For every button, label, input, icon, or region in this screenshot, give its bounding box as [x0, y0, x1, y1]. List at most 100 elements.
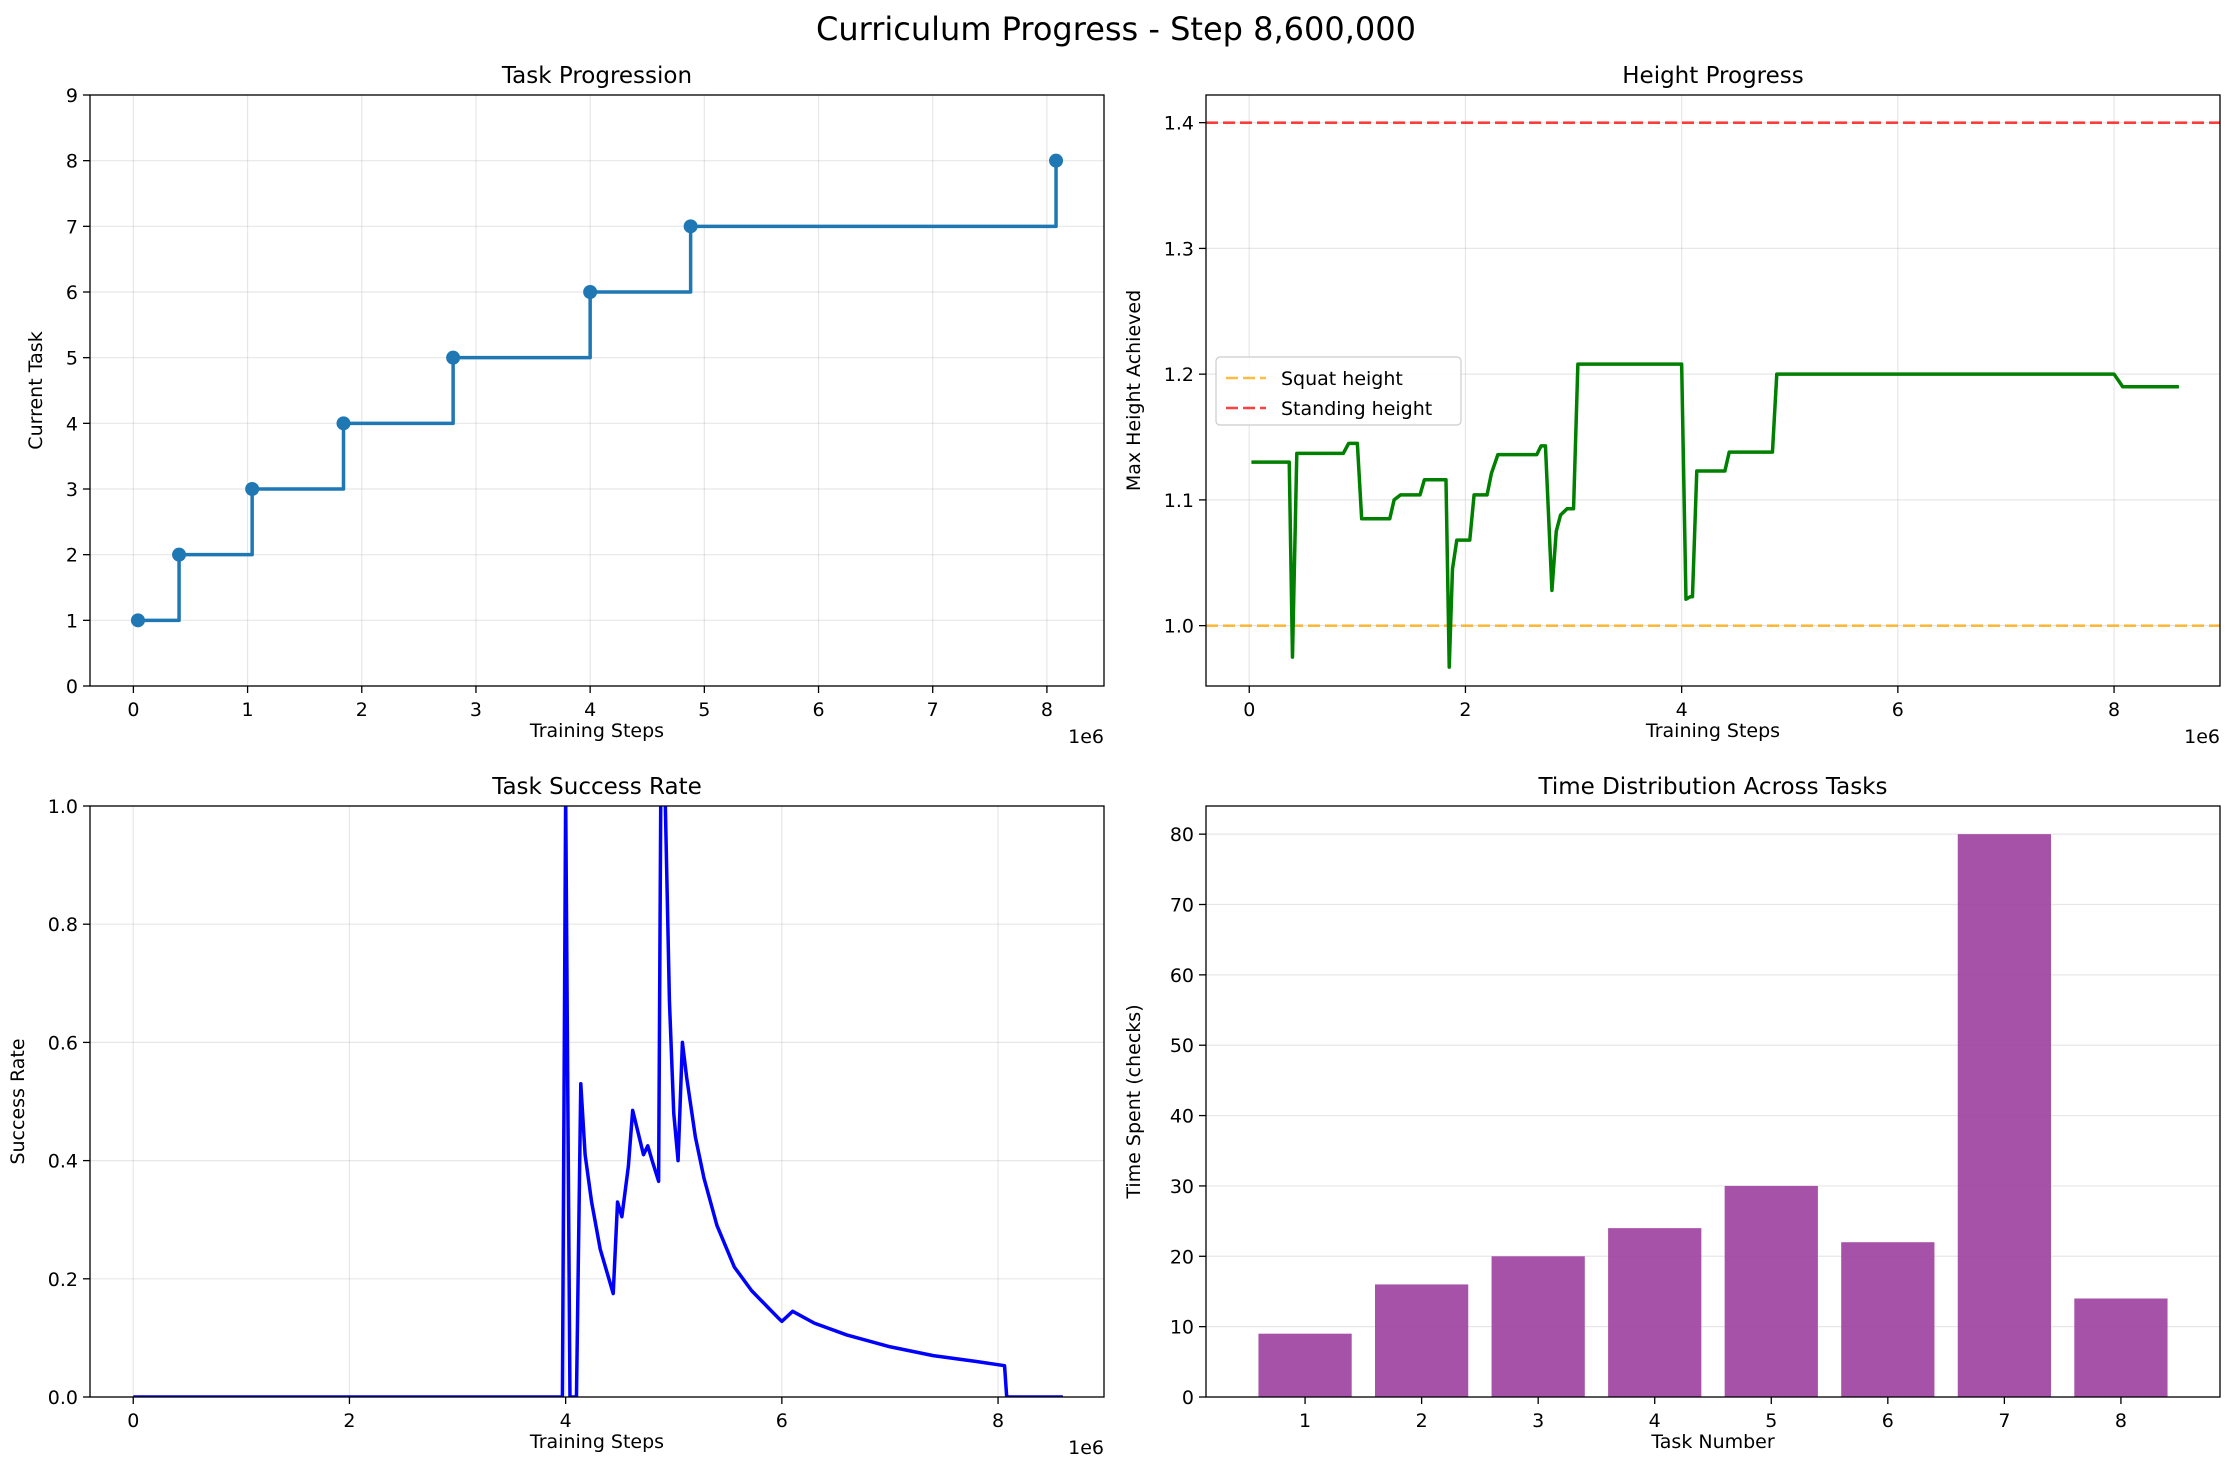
x-tick-label: 6 — [776, 1410, 788, 1432]
ticks-task: 0 1 2 3 4 5 6 7 8 0 1 2 3 4 5 6 7 8 9 1e6 — [66, 85, 1104, 748]
y-tick-label: 1.2 — [1164, 364, 1194, 386]
ticks-height: 0 2 4 6 8 1.0 1.1 1.2 1.3 1.4 1e6 — [1164, 113, 2220, 748]
axes-frame-time — [1205, 805, 2221, 1398]
subplot-task: 0 1 2 3 4 5 6 7 8 0 1 2 3 4 5 6 7 8 9 1e6 Training Steps Curr… — [25, 63, 1105, 748]
plot-area-task — [130, 153, 1064, 628]
legend-entry: Standing height — [1281, 398, 1432, 420]
x-tick-label: 2 — [1459, 699, 1471, 721]
x-tick-label: 2 — [1416, 1410, 1428, 1432]
y-tick-label: 0.4 — [48, 1151, 78, 1173]
grid-success — [90, 805, 1104, 1398]
x-tick-label: 0 — [127, 699, 139, 721]
x-tick-label: 6 — [1892, 699, 1904, 721]
data-point — [446, 350, 461, 365]
legend: Squat height Standing height — [1215, 356, 1462, 426]
subplot-title: Task Progression — [501, 63, 692, 89]
x-tick-label: 0 — [1243, 699, 1255, 721]
data-point — [683, 219, 698, 234]
x-axis-label: Training Steps — [529, 1431, 664, 1453]
y-tick-label: 0.2 — [48, 1269, 78, 1291]
x-tick-label: 8 — [1041, 699, 1053, 721]
x-tick-label: 2 — [356, 699, 368, 721]
x-axis-label: Task Number — [1650, 1431, 1775, 1453]
x-tick-label: 7 — [1998, 1410, 2010, 1432]
series-line-success-0 — [133, 806, 1063, 1397]
y-axis-label: Max Height Achieved — [1123, 290, 1145, 491]
axes-frame-height — [1205, 94, 2221, 687]
y-tick-label: 9 — [66, 85, 78, 107]
y-tick-label: 50 — [1170, 1035, 1194, 1057]
subplot-title: Height Progress — [1622, 63, 1804, 89]
y-tick-label: 60 — [1170, 965, 1194, 987]
x-tick-label: 1 — [1299, 1410, 1311, 1432]
y-tick-label: 80 — [1170, 824, 1194, 846]
x-tick-label: 8 — [2115, 1410, 2127, 1432]
subplot-title: Task Success Rate — [491, 774, 702, 800]
ticks-success: 0 2 4 6 8 0.0 0.2 0.4 0.6 0.8 1.0 1e6 — [48, 796, 1104, 1459]
subplot-height: 0 2 4 6 8 1.0 1.1 1.2 1.3 1.4 1e6 Training Steps Max… — [1123, 63, 2221, 748]
y-tick-label: 5 — [66, 348, 78, 370]
y-tick-label: 20 — [1170, 1246, 1194, 1268]
y-tick-label: 1.0 — [1164, 616, 1194, 638]
x-tick-label: 2 — [343, 1410, 355, 1432]
y-tick-label: 1.4 — [1164, 113, 1194, 135]
plot-area-success — [133, 806, 1063, 1397]
x-tick-label: 6 — [1882, 1410, 1894, 1432]
y-tick-label: 0 — [1182, 1387, 1194, 1409]
bar-task-7 — [1957, 834, 2051, 1397]
y-tick-label: 1.0 — [48, 796, 78, 818]
x-tick-label: 1 — [242, 699, 254, 721]
bar-task-4 — [1608, 1228, 1702, 1397]
legend-entry: Squat height — [1281, 368, 1403, 390]
y-tick-label: 10 — [1170, 1317, 1194, 1339]
x-tick-label: 5 — [1765, 1410, 1777, 1432]
data-point — [172, 547, 187, 562]
x-tick-label: 7 — [927, 699, 939, 721]
x-offset-label: 1e6 — [1068, 1437, 1104, 1459]
y-tick-label: 6 — [66, 282, 78, 304]
bar-task-2 — [1375, 1284, 1469, 1397]
y-tick-label: 7 — [66, 216, 78, 238]
subplot-title: Time Distribution Across Tasks — [1538, 774, 1888, 800]
x-offset-label: 1e6 — [2184, 726, 2220, 748]
x-axis-label: Training Steps — [529, 720, 664, 742]
x-tick-label: 3 — [1532, 1410, 1544, 1432]
x-axis-label: Training Steps — [1645, 720, 1780, 742]
y-tick-label: 0 — [66, 676, 78, 698]
y-tick-label: 30 — [1170, 1176, 1194, 1198]
series-line-task-0 — [137, 160, 1058, 623]
axes-frame-task — [89, 94, 1105, 687]
bar-task-3 — [1491, 1256, 1585, 1397]
y-tick-label: 1.3 — [1164, 238, 1194, 260]
x-tick-label: 4 — [1676, 699, 1688, 721]
data-point — [1049, 153, 1064, 168]
y-axis-label: Time Spent (checks) — [1123, 1004, 1145, 1199]
data-point — [583, 285, 598, 299]
bar-task-5 — [1724, 1185, 1818, 1397]
x-tick-label: 4 — [1649, 1410, 1661, 1432]
x-tick-label: 0 — [127, 1410, 139, 1432]
y-tick-label: 0.0 — [48, 1387, 78, 1409]
x-tick-label: 6 — [812, 699, 824, 721]
y-tick-label: 8 — [66, 151, 78, 173]
x-tick-label: 5 — [698, 699, 710, 721]
y-tick-label: 1.1 — [1164, 490, 1194, 512]
x-offset-label: 1e6 — [1068, 726, 1104, 748]
plot-area-time — [1258, 834, 2168, 1397]
y-axis-label: Success Rate — [7, 1038, 29, 1164]
y-tick-label: 2 — [66, 545, 78, 567]
series-line-height-0 — [1251, 362, 2179, 669]
data-point — [130, 613, 145, 628]
data-point — [336, 416, 351, 431]
data-point — [245, 482, 260, 496]
x-tick-label: 3 — [470, 699, 482, 721]
y-tick-label: 70 — [1170, 895, 1194, 917]
grid-time — [1206, 833, 2220, 1398]
bar-task-1 — [1258, 1333, 1352, 1397]
y-tick-label: 3 — [66, 479, 78, 501]
x-tick-label: 4 — [560, 1410, 572, 1432]
